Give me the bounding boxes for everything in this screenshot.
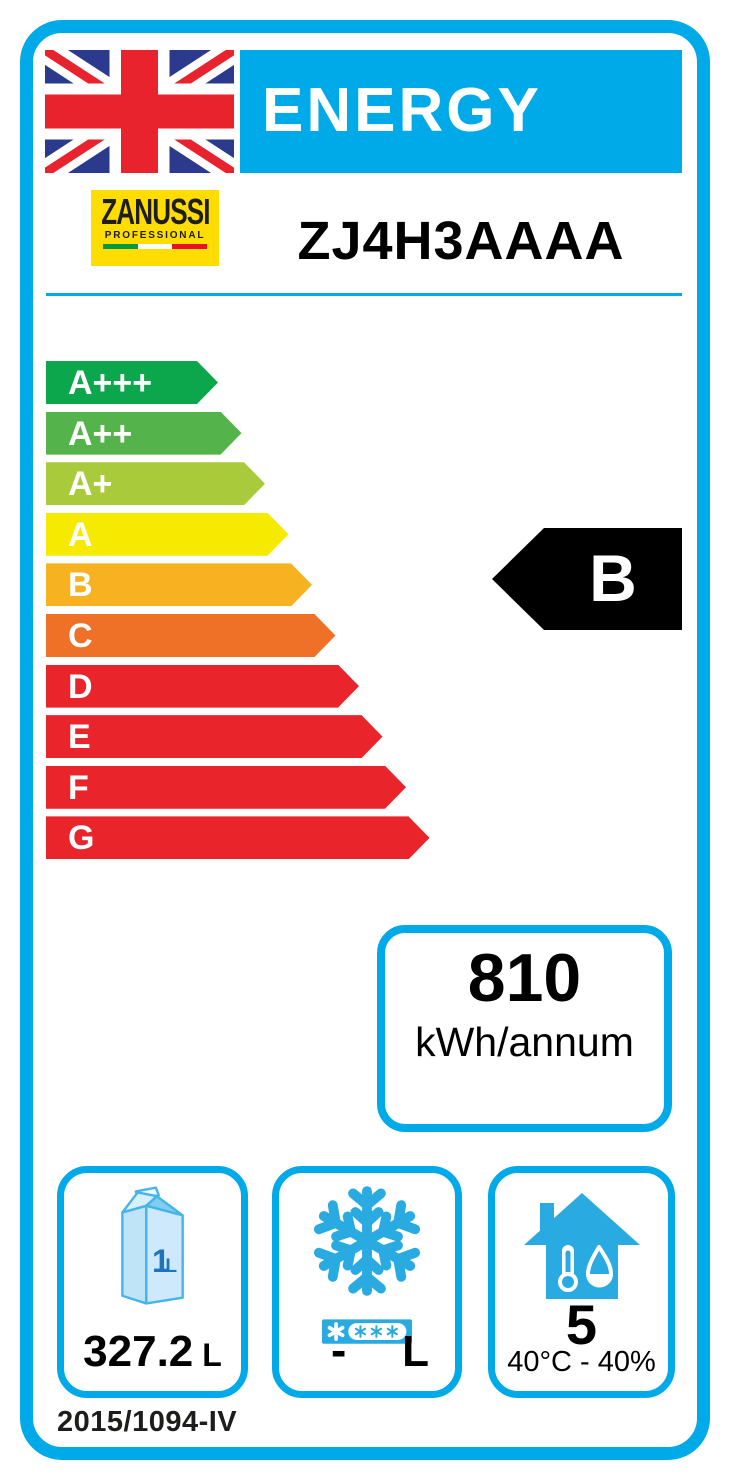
italian-flag-stripe — [103, 244, 208, 249]
carton-size-value: 1 — [152, 1243, 170, 1279]
rating-row-C: C — [46, 614, 336, 657]
climate-class-condition: 40°C - 40% — [507, 1346, 656, 1378]
rating-row-A+: A+ — [46, 462, 265, 505]
rating-row-F: F — [46, 766, 406, 809]
uk-flag-icon — [45, 50, 234, 173]
rating-row-E: E — [46, 715, 383, 758]
freezer-volume-unit: L — [402, 1327, 429, 1376]
energy-banner: ENERGY — [240, 50, 682, 173]
model-number: ZJ4H3AAAA — [297, 211, 625, 271]
rating-row-A+++: A+++ — [46, 361, 218, 404]
house-climate-icon — [523, 1193, 640, 1299]
energy-title: ENERGY — [262, 76, 542, 145]
energy-value: 810 — [467, 940, 582, 1016]
rating-grade-label: D — [68, 667, 93, 706]
climate-class-box: 5 40°C - 40% — [488, 1166, 675, 1398]
rating-grade-label: E — [68, 718, 91, 757]
label-border — [20, 20, 710, 1460]
rating-row-A: A — [46, 513, 289, 556]
rating-grade-label: C — [68, 616, 93, 655]
rating-row-A++: A++ — [46, 412, 242, 455]
climate-class-value: 5 — [565, 1293, 598, 1356]
fridge-volume-unit: L — [202, 1337, 222, 1373]
brand-subtitle: PROFESSIONAL — [104, 230, 206, 241]
regulation-reference: 2015/1094-IV — [57, 1406, 238, 1438]
fridge-volume-box: 1 L 327.2 L — [57, 1166, 248, 1398]
rating-grade-label: A+++ — [68, 364, 153, 402]
freezer-star-rating-icon — [322, 1319, 412, 1344]
efficiency-scale: A+++ A++ A+ A B C D E F G — [46, 361, 430, 867]
energy-consumption-box: 810 kWh/annum — [377, 925, 672, 1132]
selected-grade: B — [589, 541, 637, 615]
rating-row-G: G — [46, 816, 430, 859]
freezer-volume-box: - L — [272, 1166, 462, 1398]
freezer-volume-value: - — [331, 1324, 347, 1376]
brand-name: ZANUSSI — [101, 190, 210, 233]
rating-row-B: B — [46, 563, 312, 606]
carton-size-unit: L — [165, 1256, 177, 1277]
zanussi-logo: ZANUSSI PROFESSIONAL — [91, 190, 219, 266]
header-divider — [46, 293, 682, 296]
rating-grade-label: G — [68, 819, 95, 858]
fridge-volume: 327.2 L — [64, 1327, 241, 1377]
rating-grade-label: F — [68, 768, 89, 807]
milk-carton-icon: 1 L — [120, 1186, 184, 1305]
snowflake-icon — [309, 1183, 425, 1299]
energy-unit: kWh/annum — [415, 1019, 634, 1065]
rating-grade-label: A++ — [68, 414, 133, 453]
rating-row-D: D — [46, 665, 359, 708]
rating-grade-label: A+ — [68, 465, 113, 504]
fridge-volume-value: 327.2 — [83, 1327, 194, 1376]
rating-grade-label: A — [68, 515, 93, 554]
freezer-volume: - L — [279, 1323, 455, 1377]
rating-grade-label: B — [68, 566, 93, 605]
